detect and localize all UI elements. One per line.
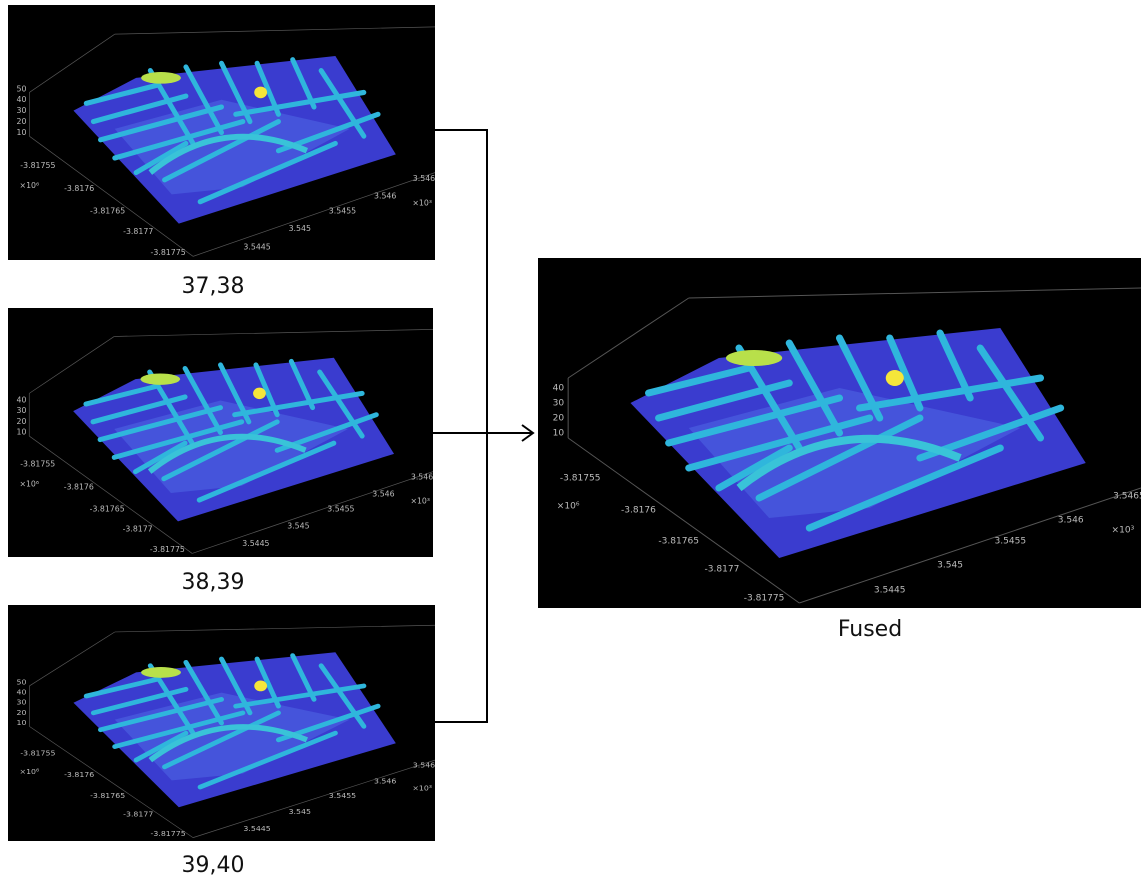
page: {"panels": [ {"caption": "37,38", "z_tic… xyxy=(0,0,1141,877)
connectors xyxy=(0,0,1141,877)
merge-line xyxy=(435,130,487,722)
